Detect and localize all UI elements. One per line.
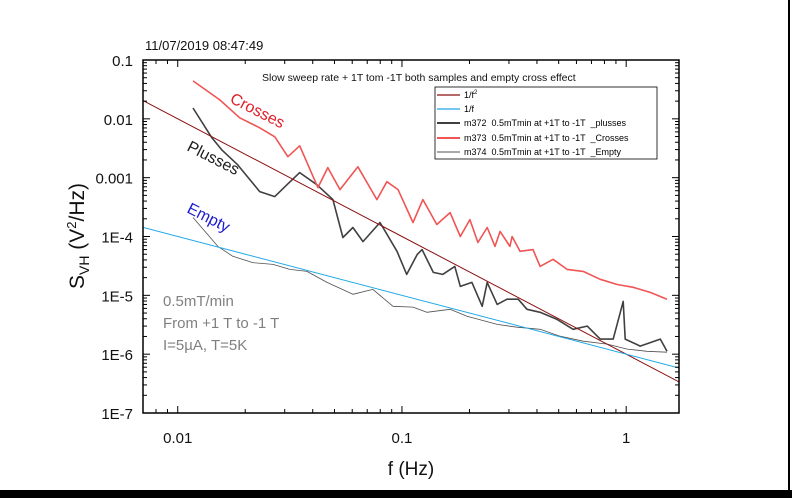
y-label-main: S (66, 275, 89, 289)
y-tick-label: 0.01 (104, 112, 133, 129)
legend-label-1f2-main: 1/f (464, 90, 475, 100)
y-label-rest: (V (66, 229, 89, 256)
plot-frame (142, 59, 680, 414)
x-tick-label: 0.1 (392, 430, 413, 447)
y-label-end: /Hz) (66, 183, 89, 222)
x-tick-label: 0.01 (163, 430, 192, 447)
info-line-2: From +1 T to -1 T (163, 315, 279, 332)
annotation-empty: Empty (184, 200, 232, 236)
y-axis-label: SVH (V2/Hz) (64, 183, 92, 289)
info-line-1: 0.5mT/min (163, 293, 234, 310)
bottom-bar (0, 490, 792, 498)
chart-title: Slow sweep rate + 1T tom -1T both sample… (262, 72, 576, 84)
y-tick-label: 1E-5 (101, 288, 133, 305)
y-tick-label: 1E-6 (101, 347, 133, 364)
y-tick-label: 1E-4 (101, 230, 133, 247)
x-tick-label: 1 (622, 430, 630, 447)
annotation-plusses: Plusses (184, 138, 242, 179)
y-tick-label: 0.001 (95, 171, 133, 188)
y-label-sup: 2 (64, 221, 79, 228)
legend-label-1f2-sup: 2 (474, 90, 478, 96)
legend: 1/f2 1/f m372 0.5mTmin at +1T to -1T _pl… (434, 86, 658, 160)
y-label-sub: VH (76, 256, 92, 275)
y-tick-label: 1E-7 (101, 406, 133, 423)
fit-line-1-over-f (143, 226, 679, 369)
legend-label-plusses: m372 0.5mTmin at +1T to -1T _plusses (464, 118, 626, 128)
series-plusses (192, 107, 668, 352)
info-line-3: I=5µA, T=5K (163, 337, 247, 354)
legend-label-1f: 1/f (464, 104, 475, 114)
legend-label-crosses: m373 0.5mTmin at +1T to -1T _Crosses (464, 133, 629, 143)
window-edge (788, 0, 790, 490)
fit-line-1-over-f2 (143, 100, 679, 383)
y-tick-label: 0.1 (112, 53, 133, 70)
x-axis-label: f (Hz) (388, 459, 434, 480)
series-crosses (192, 80, 668, 300)
timestamp: 11/07/2019 08:47:49 (145, 38, 263, 53)
legend-label-1f2: 1/f2 (464, 90, 478, 100)
series-empty (192, 217, 668, 353)
legend-label-empty: m374 0.5mTmin at +1T to -1T _Empty (464, 147, 621, 157)
legend-box (434, 86, 658, 160)
